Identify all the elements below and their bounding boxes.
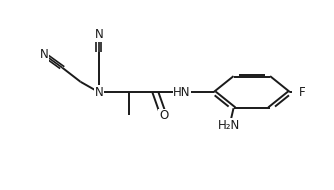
Text: N: N xyxy=(95,28,103,41)
Text: HN: HN xyxy=(173,86,191,99)
Text: N: N xyxy=(39,48,48,61)
Text: F: F xyxy=(298,86,305,99)
Text: H₂N: H₂N xyxy=(217,119,240,132)
Text: N: N xyxy=(95,86,103,99)
Text: O: O xyxy=(159,109,168,122)
